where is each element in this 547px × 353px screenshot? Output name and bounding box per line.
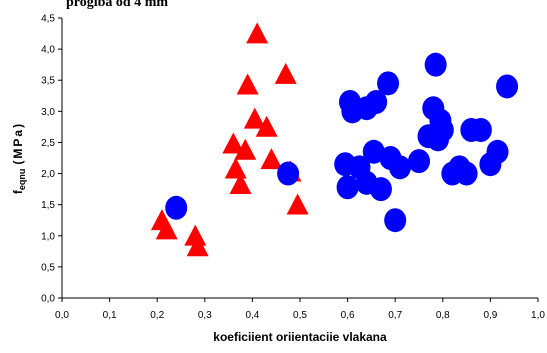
circle-point	[365, 90, 388, 114]
y-label-unit: (MPa)	[11, 122, 25, 165]
circle-point	[496, 74, 519, 99]
y-tick-label: 1,0	[41, 231, 55, 242]
y-tick-label: 3,5	[41, 76, 55, 87]
chart-title: progiba od 4 mm	[66, 0, 168, 10]
circle-point	[384, 208, 407, 233]
y-tick-label: 2,0	[41, 169, 55, 180]
x-tick-label: 0,2	[150, 310, 164, 321]
x-axis-label: koeficiient oriientaciie vlakana	[213, 330, 387, 344]
circle-point	[336, 175, 359, 200]
y-tick-label: 4,5	[41, 14, 55, 25]
circle-point	[486, 139, 509, 164]
x-tick-label: 0,8	[436, 310, 450, 321]
y-tick-label: 0,0	[41, 294, 55, 305]
triangle-point	[286, 193, 309, 215]
triangle-point	[229, 173, 252, 194]
circle-point	[165, 195, 188, 220]
circle-point	[431, 118, 454, 142]
circle-point	[377, 71, 400, 96]
circle-point	[455, 161, 478, 186]
triangle-point	[224, 157, 247, 179]
x-tick-label: 0,5	[293, 310, 307, 321]
y-tick-label: 3,0	[41, 107, 55, 118]
triangle-point	[255, 115, 278, 137]
x-tick-label: 0,0	[55, 310, 69, 321]
triangle-point	[243, 107, 266, 129]
triangle-point	[155, 218, 178, 240]
y-tick-label: 4,0	[41, 45, 55, 56]
y-tick-label: 1,5	[41, 200, 55, 211]
triangle-point	[222, 132, 245, 154]
x-tick-label: 0,1	[103, 310, 117, 321]
x-tick-label: 1,0	[531, 310, 545, 321]
y-tick-label: 2,5	[41, 138, 55, 149]
triangle-point	[186, 235, 209, 257]
y-tick-label: 0,5	[41, 262, 55, 273]
x-tick-label: 0,6	[341, 310, 355, 321]
x-tick-label: 0,3	[198, 310, 212, 321]
triangle-point	[234, 138, 257, 160]
x-tick-label: 0,4	[245, 310, 259, 321]
triangle-point	[236, 73, 259, 95]
y-label-main: f	[11, 189, 25, 194]
circle-point	[369, 177, 392, 202]
y-label-sub: eqnu	[17, 169, 27, 191]
triangle-point	[184, 224, 207, 246]
triangle-point	[246, 22, 269, 44]
x-tick-label: 0,9	[483, 310, 497, 321]
triangle-point	[260, 148, 283, 170]
x-tick-label: 0,7	[388, 310, 402, 321]
circle-point	[469, 118, 492, 142]
triangle-point	[274, 62, 297, 84]
circle-point	[277, 161, 300, 186]
circle-point	[388, 155, 411, 180]
circle-point	[362, 139, 385, 164]
circle-point	[408, 149, 430, 174]
circle-point	[424, 52, 447, 77]
y-axis-label: feqnu (MPa)	[11, 122, 27, 194]
